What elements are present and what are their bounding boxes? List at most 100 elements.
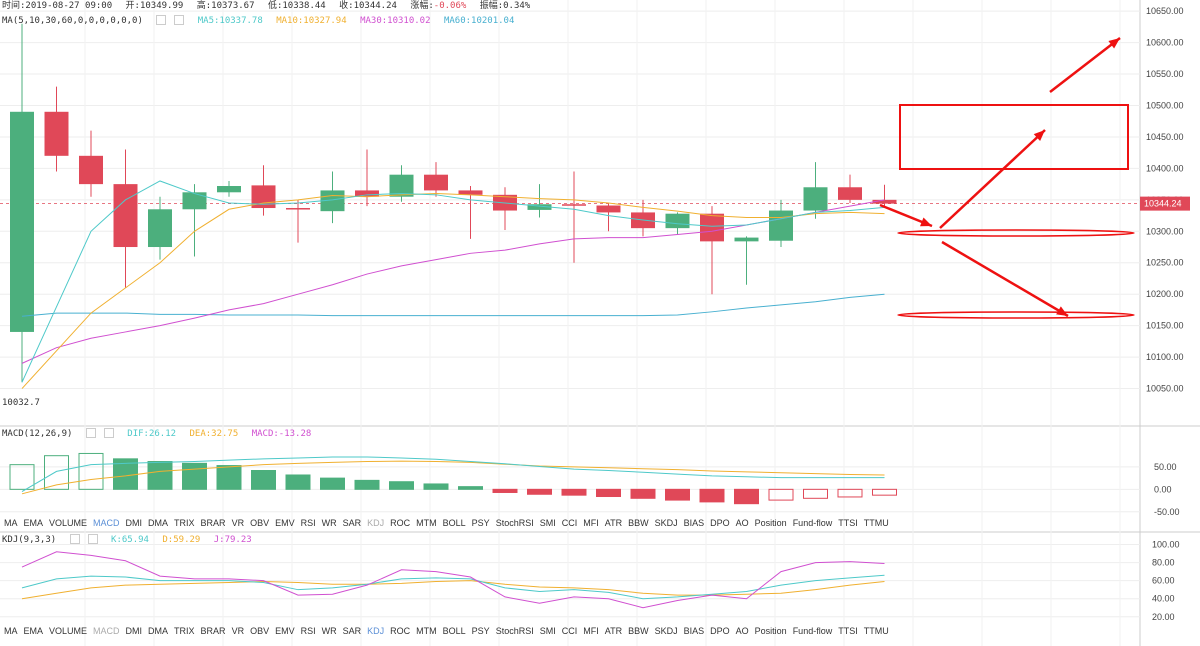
amplitude-label: 振幅:0.34% [479,1,531,11]
tab-kdj[interactable]: KDJ [367,626,385,636]
tab-smi[interactable]: SMI [539,518,556,528]
kdj-tick-label: 20.00 [1152,612,1175,622]
tab-volume[interactable]: VOLUME [49,518,88,528]
tab-psy[interactable]: PSY [471,518,490,528]
tab-ttmu[interactable]: TTMU [863,626,889,636]
tab-ao[interactable]: AO [735,518,749,528]
macd-bar [147,461,173,490]
tab-brar[interactable]: BRAR [200,518,226,528]
tab-wr[interactable]: WR [321,518,337,528]
price-tick-label: 10550.00 [1146,69,1184,79]
annotation-arrow [1049,37,1121,93]
k-value: K:65.94 [111,534,149,545]
tab-bbw[interactable]: BBW [628,626,649,636]
price-tag: 10344.24 [1144,199,1182,209]
tab-atr[interactable]: ATR [604,518,623,528]
tab-dmi[interactable]: DMI [125,626,143,636]
tab-dpo[interactable]: DPO [710,518,730,528]
ma-legend-label: MA(5,10,30,60,0,0,0,0,0,0) [2,15,143,26]
tab-position[interactable]: Position [754,518,787,528]
annotation-arrow-head [920,217,932,227]
macd-bar [837,488,863,498]
open-label: 开:10349.99 [125,1,184,11]
tab-sar[interactable]: SAR [342,626,362,636]
macd-bar [78,452,104,490]
macd-value: MACD:-13.28 [251,428,312,439]
ma60-value: MA60:10201.04 [443,15,515,26]
settings-icon[interactable] [156,15,167,25]
candle-body [665,213,690,229]
tab-cci[interactable]: CCI [561,518,578,528]
macd-bar [44,455,69,490]
tab-roc[interactable]: ROC [390,518,411,528]
tab-emv[interactable]: EMV [275,518,295,528]
tab-ema[interactable]: EMA [23,626,44,636]
candle-body [769,210,793,241]
tab-position[interactable]: Position [754,626,787,636]
close-icon[interactable] [174,15,185,25]
tab-roc[interactable]: ROC [390,626,411,636]
tab-boll[interactable]: BOLL [442,518,466,528]
tab-dma[interactable]: DMA [148,626,169,636]
tab-rsi[interactable]: RSI [300,518,316,528]
tab-ma[interactable]: MA [4,626,18,636]
tab-sar[interactable]: SAR [342,518,362,528]
tab-ao[interactable]: AO [735,626,749,636]
tab-dma[interactable]: DMA [148,518,169,528]
tab-mtm[interactable]: MTM [416,626,437,636]
tab-vr[interactable]: VR [231,626,245,636]
candle-body [527,204,552,210]
tab-boll[interactable]: BOLL [442,626,466,636]
tab-macd[interactable]: MACD [93,626,120,636]
tab-atr[interactable]: ATR [604,626,623,636]
tab-skdj[interactable]: SKDJ [654,626,678,636]
tab-ttmu[interactable]: TTMU [863,518,889,528]
dea-line [21,460,885,495]
price-tick-label: 10050.00 [1146,384,1184,394]
tab-volume[interactable]: VOLUME [49,626,88,636]
tab-emv[interactable]: EMV [275,626,295,636]
tab-macd[interactable]: MACD [93,518,120,528]
tab-cci[interactable]: CCI [561,626,578,636]
tab-mfi[interactable]: MFI [583,626,599,636]
tab-psy[interactable]: PSY [471,626,490,636]
tab-fund-flow[interactable]: Fund-flow [792,626,833,636]
tab-mtm[interactable]: MTM [416,518,437,528]
tab-ttsi[interactable]: TTSI [838,626,858,636]
tab-obv[interactable]: OBV [250,518,270,528]
tab-ma[interactable]: MA [4,518,18,528]
tab-bias[interactable]: BIAS [683,626,705,636]
close-icon[interactable] [103,428,114,438]
tab-stochrsi[interactable]: StochRSI [495,626,534,636]
tab-kdj[interactable]: KDJ [367,518,385,528]
tab-skdj[interactable]: SKDJ [654,518,678,528]
tab-dpo[interactable]: DPO [710,626,730,636]
tab-trix[interactable]: TRIX [174,518,195,528]
settings-icon[interactable] [69,534,80,544]
macd-bar [630,488,656,499]
tab-wr[interactable]: WR [321,626,337,636]
annotation-ellipse [897,311,1135,319]
tab-rsi[interactable]: RSI [300,626,316,636]
tab-obv[interactable]: OBV [250,626,270,636]
kdj-d-line [21,580,885,600]
indicator-tabs-macd-pane: MA EMA VOLUME MACD DMI DMA TRIX BRAR VR OBV EMV RSI… [2,518,893,528]
indicator-tabs-kdj-pane: MA EMA VOLUME MACD DMI DMA TRIX BRAR VR OBV EMV RSI… [2,626,893,636]
macd-bar [320,477,345,490]
tab-stochrsi[interactable]: StochRSI [495,518,534,528]
tab-trix[interactable]: TRIX [174,626,195,636]
tab-bias[interactable]: BIAS [683,518,705,528]
tab-ttsi[interactable]: TTSI [838,518,858,528]
tab-bbw[interactable]: BBW [628,518,649,528]
close-icon[interactable] [87,534,98,544]
tab-fund-flow[interactable]: Fund-flow [792,518,833,528]
tab-brar[interactable]: BRAR [200,626,226,636]
candle-body [596,205,621,213]
macd-bar [492,488,518,493]
settings-icon[interactable] [85,428,96,438]
tab-ema[interactable]: EMA [23,518,44,528]
tab-dmi[interactable]: DMI [125,518,143,528]
tab-smi[interactable]: SMI [539,626,556,636]
tab-vr[interactable]: VR [231,518,245,528]
tab-mfi[interactable]: MFI [583,518,599,528]
